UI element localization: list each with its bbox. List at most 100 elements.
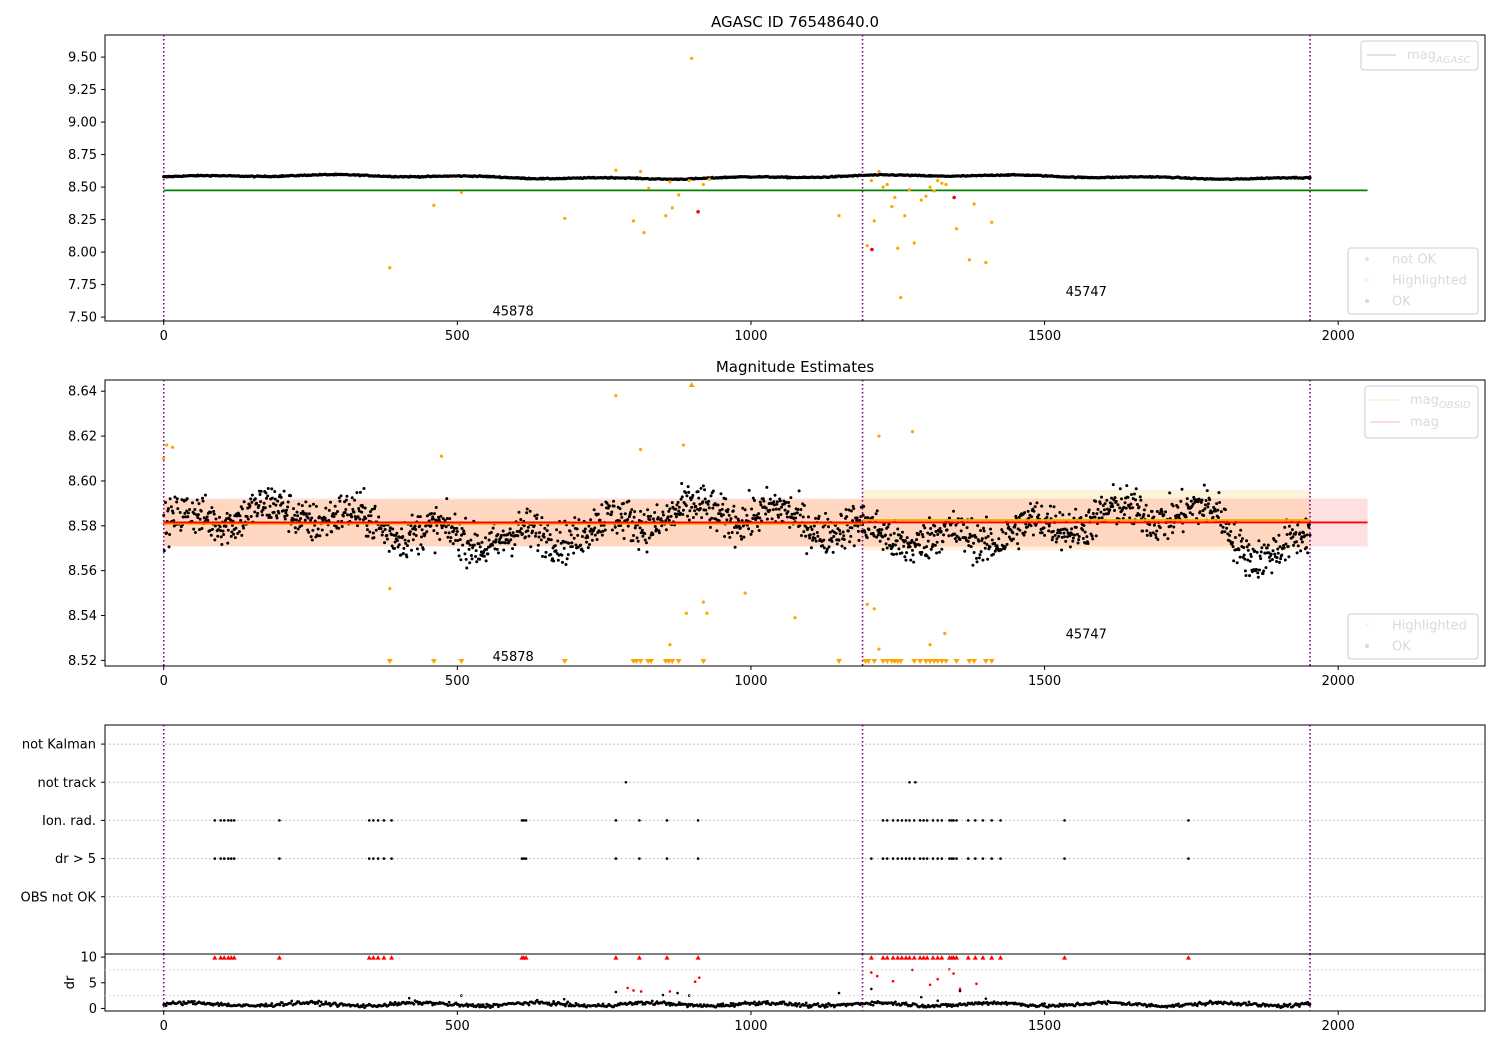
dr-point: [269, 1004, 272, 1008]
ok-point: [1180, 487, 1184, 491]
ok-point: [402, 546, 406, 550]
ok-point: [698, 506, 702, 510]
ok-point: [667, 518, 671, 522]
ok-point: [1290, 528, 1294, 532]
ok-point: [764, 512, 768, 516]
ok-point: [732, 504, 736, 508]
ok-point: [903, 539, 907, 543]
ok-point: [703, 497, 707, 501]
ok-point: [914, 543, 918, 547]
ok-point: [651, 533, 655, 537]
ok-point: [1154, 535, 1158, 539]
dr-point: [324, 1000, 328, 1004]
ok-point: [554, 549, 558, 553]
dr-point: [721, 1002, 725, 1006]
dr-point: [894, 1000, 897, 1004]
ok-point: [1156, 538, 1160, 542]
ok-point: [528, 509, 532, 513]
ok-point: [253, 497, 257, 501]
flag-point: [278, 819, 281, 822]
ok-point: [270, 487, 274, 491]
ok-point: [448, 517, 452, 521]
ok-point: [542, 532, 546, 536]
dr-point: [1177, 1002, 1180, 1006]
ok-point: [529, 545, 533, 549]
ok-point: [225, 511, 229, 515]
highlighted-point: [872, 607, 876, 611]
ok-point: [258, 492, 262, 496]
ok-point: [337, 496, 341, 500]
ok-point: [1219, 510, 1223, 514]
ok-point: [1070, 527, 1074, 531]
ok-point: [588, 529, 592, 533]
dr-point: [797, 1002, 801, 1005]
highlighted-point: [912, 241, 916, 245]
ok-point: [659, 517, 663, 521]
dr-point: [729, 1001, 733, 1005]
ok-point: [1099, 510, 1103, 514]
ok-point: [867, 528, 871, 532]
ok-point: [701, 484, 705, 488]
ok-point: [1135, 502, 1139, 506]
ok-point: [724, 497, 728, 501]
dr-clipped-marker: [907, 955, 913, 960]
ok-point: [533, 534, 537, 538]
ok-point: [1166, 537, 1170, 541]
ok-point: [799, 533, 803, 537]
dr-clipped-marker: [921, 955, 927, 960]
dr-outlier-point: [614, 990, 618, 994]
highlighted-point: [924, 194, 928, 198]
below-range-marker: [865, 659, 872, 664]
ok-point: [283, 517, 287, 521]
ok-point: [1274, 539, 1278, 543]
dr-clipped-marker: [884, 955, 890, 960]
obsid-label: 45878: [492, 650, 533, 665]
ok-point: [592, 508, 596, 512]
dr-point: [1105, 1002, 1109, 1006]
ok-point: [1084, 513, 1088, 517]
ok-point: [947, 534, 951, 538]
ok-point: [1149, 533, 1153, 537]
y-tick-label: 5: [89, 976, 97, 991]
dr-flagged-point: [936, 977, 939, 981]
ok-point: [1096, 507, 1100, 511]
y-axis-label: dr: [63, 975, 78, 989]
ok-point: [668, 507, 672, 511]
flag-point: [900, 857, 904, 860]
ok-point: [1231, 545, 1235, 549]
ok-point: [979, 550, 983, 554]
highlighted-point: [677, 193, 681, 197]
ok-point: [698, 502, 702, 506]
ok-point: [700, 516, 704, 520]
ok-point: [889, 533, 893, 537]
dr-clipped-marker: [953, 955, 959, 960]
ok-point: [400, 527, 404, 531]
ok-point: [1087, 508, 1091, 512]
ok-point: [737, 519, 741, 523]
ok-point: [784, 500, 788, 504]
ok-point: [208, 529, 212, 533]
ok-point: [383, 541, 387, 545]
flag-points-dr-gt-5: [213, 857, 1190, 860]
dr-point: [263, 1004, 267, 1008]
ok-point: [385, 533, 389, 537]
ok-point: [637, 547, 641, 551]
ok-point: [939, 529, 943, 533]
x-tick-label: 500: [445, 329, 470, 344]
ok-point: [1196, 500, 1200, 504]
flag-point: [912, 857, 916, 860]
ok-point: [968, 532, 972, 536]
ok-point: [1026, 509, 1030, 513]
dr-point: [164, 1004, 168, 1008]
ok-point: [1264, 566, 1268, 570]
obsid-label: 45747: [1066, 285, 1107, 300]
ok-point: [1189, 499, 1193, 503]
ok-point: [496, 533, 500, 537]
ok-point: [1001, 530, 1005, 534]
ok-point: [990, 538, 994, 542]
ok-point: [544, 550, 548, 554]
ok-point: [1171, 504, 1175, 508]
ok-point: [817, 514, 821, 518]
ok-point: [1257, 539, 1261, 543]
dr-point: [1296, 1002, 1300, 1006]
